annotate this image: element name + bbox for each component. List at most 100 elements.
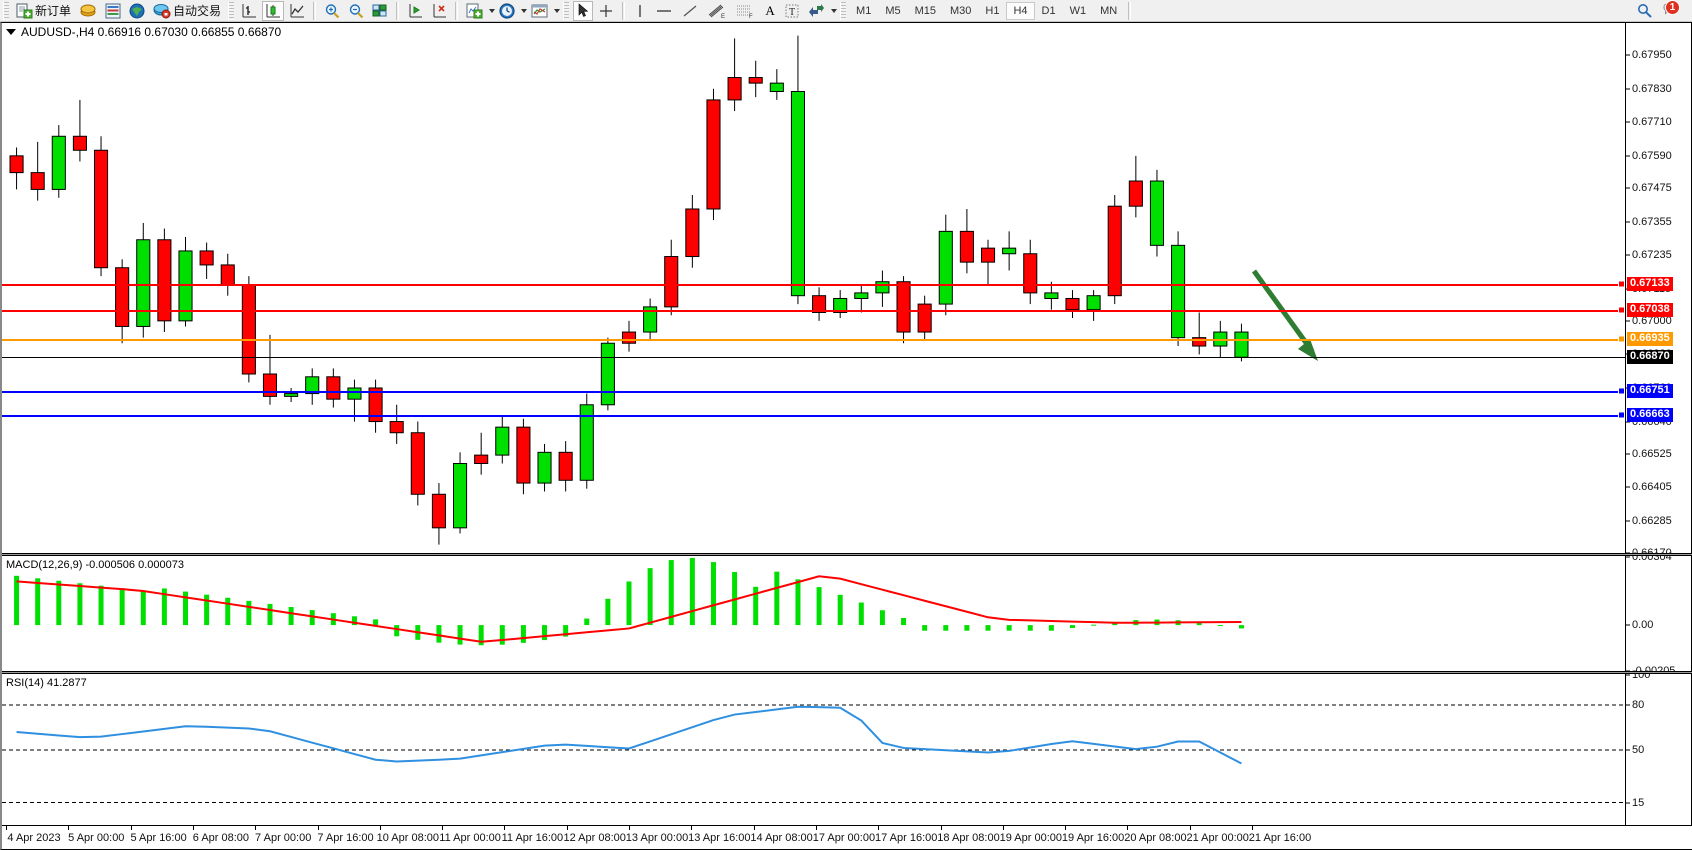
price-line-handle[interactable]: [1618, 335, 1625, 343]
arrows-dropdown[interactable]: [831, 8, 838, 13]
cursor-button[interactable]: [573, 0, 594, 21]
timeframe-w1[interactable]: W1: [1069, 4, 1087, 17]
time-tick: [504, 826, 506, 830]
time-tick-label: 7 Apr 16:00: [317, 832, 374, 844]
equidistant-channel-button[interactable]: E: [704, 1, 730, 21]
timeframe-m15[interactable]: M15: [914, 4, 936, 17]
templates-dropdown[interactable]: [554, 8, 561, 13]
candle-body: [368, 387, 383, 423]
text-label-button[interactable]: T: [782, 1, 802, 21]
add-indicator-button[interactable]: [463, 1, 486, 21]
candle-body: [178, 250, 193, 322]
macd-pane[interactable]: [2, 557, 1628, 671]
search-button[interactable]: [1633, 1, 1657, 21]
chart-shift-button[interactable]: [404, 1, 426, 21]
market-depth-button[interactable]: [102, 1, 124, 21]
timeframe-d1[interactable]: D1: [1041, 4, 1056, 17]
price-label-resistance-1[interactable]: 0.67133: [1627, 276, 1673, 291]
templates-button[interactable]: [528, 1, 551, 21]
toolbar-grip-2[interactable]: [228, 1, 235, 20]
bar-chart-button[interactable]: [238, 1, 260, 21]
price-pane[interactable]: [2, 23, 1628, 553]
signals-button[interactable]: [126, 1, 148, 21]
timeframe-m5[interactable]: M5: [885, 4, 901, 17]
chart-menu-triangle-icon[interactable]: [6, 28, 16, 35]
zoom-in-button[interactable]: [321, 1, 343, 21]
candle-body: [685, 208, 700, 258]
price-line-resistance-2[interactable]: [2, 310, 1628, 313]
gold-coin-button[interactable]: [76, 1, 100, 21]
timeframe-m1[interactable]: M1: [856, 4, 872, 17]
new-order-button[interactable]: 新订单: [13, 1, 74, 21]
timeframe-m30[interactable]: M30: [950, 4, 972, 17]
time-tick: [130, 826, 132, 830]
candle-body: [72, 135, 87, 151]
price-label-support-1[interactable]: 0.66751: [1627, 383, 1673, 398]
price-line-pivot[interactable]: [2, 339, 1628, 342]
price-tick-label: 0.66405: [1632, 481, 1672, 494]
crosshair-button[interactable]: [595, 1, 617, 21]
vertical-line-button[interactable]: [630, 1, 650, 21]
notifications-button[interactable]: 1: [1659, 0, 1685, 21]
fibonacci-button[interactable]: F: [732, 1, 758, 21]
candle-body: [980, 247, 996, 263]
pane-divider-rsi[interactable]: [2, 671, 1692, 674]
toolbar-grip-3[interactable]: [563, 1, 570, 20]
time-tick-label: 21 Apr 00:00: [1186, 832, 1249, 844]
candle-body: [1086, 295, 1101, 311]
candle-body: [220, 264, 235, 286]
price-label-resistance-2[interactable]: 0.67038: [1627, 303, 1673, 318]
toolbar-grip-4[interactable]: [840, 1, 847, 20]
add-indicator-dropdown[interactable]: [489, 8, 496, 13]
candle-body: [1107, 205, 1122, 297]
price-line-handle[interactable]: [1618, 387, 1625, 394]
period-button[interactable]: [496, 1, 518, 21]
trendline-button[interactable]: [678, 1, 702, 21]
time-tick: [442, 826, 444, 830]
timeframe-h1[interactable]: H1: [985, 4, 1000, 17]
candle-body: [917, 303, 932, 333]
auto-scroll-button[interactable]: [428, 1, 450, 21]
fibonacci-icon: F: [737, 5, 753, 19]
auto-trading-button[interactable]: 自动交易: [150, 1, 224, 21]
toolbar-grip[interactable]: [3, 1, 9, 20]
macd-histogram-bar: [1196, 622, 1202, 626]
price-line-handle[interactable]: [1618, 306, 1625, 314]
candle-body: [727, 77, 742, 101]
tile-windows-button[interactable]: [369, 1, 391, 21]
price-tick-label: 0.67590: [1632, 149, 1672, 162]
zoom-out-button[interactable]: [345, 1, 367, 21]
price-line-handle[interactable]: [1618, 411, 1625, 419]
macd-histogram-bar: [668, 560, 674, 626]
time-axis[interactable]: 4 Apr 2023 5 Apr 00:00 5 Apr 16:00 6 Apr 08…: [2, 825, 1692, 849]
price-line-resistance-1[interactable]: [2, 283, 1628, 286]
horizontal-line-button[interactable]: [652, 1, 676, 21]
price-line-current-price[interactable]: [2, 357, 1628, 359]
macd-histogram-bar: [795, 579, 801, 626]
price-label-pivot[interactable]: 0.66935: [1627, 332, 1673, 347]
vertical-line-icon: [639, 4, 641, 17]
arrows-button[interactable]: [804, 1, 828, 21]
rsi-pane[interactable]: [2, 675, 1628, 825]
price-axis[interactable]: 0.67950 0.67830 0.67710 0.67590 0.67475 0.673…: [1618, 23, 1691, 849]
macd-histogram-bar: [246, 600, 252, 626]
zoom-in-icon: [325, 3, 340, 18]
line-chart-button[interactable]: [286, 1, 308, 21]
price-line-handle[interactable]: [1618, 280, 1625, 288]
price-line-support-2[interactable]: [2, 415, 1628, 418]
candle-body: [1044, 292, 1059, 299]
price-line-support-1[interactable]: [2, 390, 1628, 393]
candlestick-chart-button[interactable]: [262, 0, 285, 21]
price-tick: [1626, 453, 1630, 455]
price-label-current-price[interactable]: 0.66870: [1627, 350, 1673, 365]
price-label-support-2[interactable]: 0.66663: [1627, 408, 1673, 423]
candle-body: [284, 393, 299, 397]
macd-histogram-bar: [1048, 625, 1054, 631]
text-button[interactable]: A: [760, 1, 780, 21]
pane-divider-macd[interactable]: [2, 553, 1692, 556]
candle-body: [30, 172, 45, 190]
timeframe-h4[interactable]: H4: [1006, 1, 1035, 20]
period-dropdown[interactable]: [521, 8, 528, 13]
time-tick-label: 17 Apr 16:00: [874, 832, 938, 844]
timeframe-mn[interactable]: MN: [1100, 4, 1118, 17]
